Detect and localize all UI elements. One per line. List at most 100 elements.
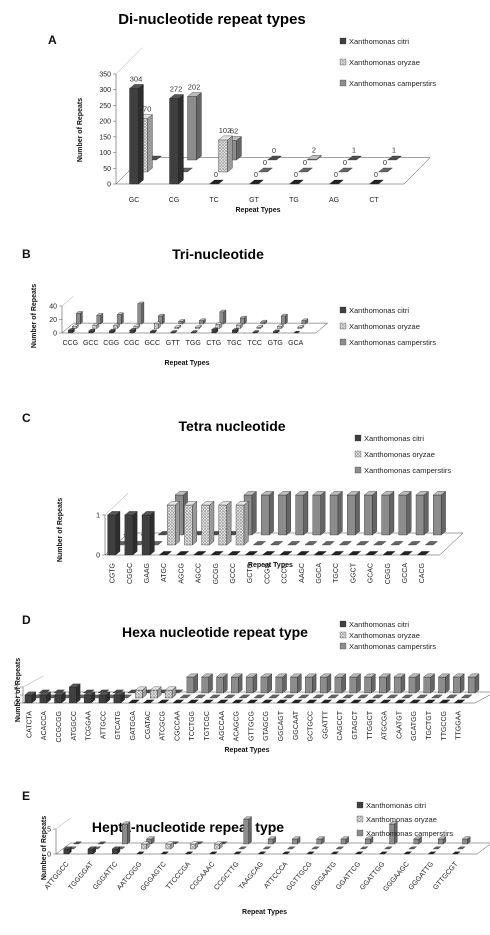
bar-d-s0-29-top bbox=[453, 699, 466, 704]
bar-b-s2-2-front bbox=[117, 314, 122, 325]
x-tick-label: AGCG bbox=[178, 563, 185, 584]
x-tick-label: CGCCAA bbox=[174, 711, 181, 741]
legend-label: Xanthomonas citri bbox=[349, 306, 409, 315]
bar-c-s2-8 bbox=[260, 491, 275, 536]
y-tick-label: 5 bbox=[47, 827, 51, 834]
bar-e-s0-5-top bbox=[184, 851, 194, 855]
bar-c-s0-1-side bbox=[132, 511, 138, 556]
bar-e-s0-4 bbox=[160, 851, 170, 855]
bar-c-s2-13 bbox=[346, 491, 361, 536]
bar-b-s1-3-front bbox=[133, 326, 138, 329]
bar-d-s2-10-cap bbox=[186, 673, 199, 678]
bar-d-s0-3 bbox=[68, 683, 81, 704]
bar-d-s2-13-front bbox=[231, 676, 239, 694]
bar-b-s0-9-cap bbox=[252, 330, 260, 333]
x-tick-label: AG bbox=[329, 197, 339, 204]
bar-b-s2-6-front bbox=[199, 320, 204, 325]
bar-d-s2-27-cap bbox=[438, 673, 450, 678]
bar-c-s2-9-cap bbox=[277, 491, 292, 496]
bar-d-s0-26-top bbox=[409, 699, 421, 704]
bar-d-s1-20 bbox=[327, 694, 340, 699]
bar-b-s2-3-cap bbox=[137, 301, 145, 304]
x-tick-label: CTG bbox=[206, 340, 221, 347]
bar-d-s2-20 bbox=[334, 673, 347, 694]
bar-a-s1-6-top bbox=[378, 167, 393, 173]
bar-d-s0-2 bbox=[54, 691, 66, 704]
bar-e-s1-13 bbox=[384, 846, 393, 850]
bar-e-s0-11 bbox=[330, 851, 340, 855]
bar-c-s1-9 bbox=[269, 541, 284, 546]
bar-b-s1-7-cap bbox=[215, 322, 223, 325]
x-axis-title: Repeat Types bbox=[165, 360, 210, 367]
bar-d-s1-9-front bbox=[164, 689, 173, 699]
bar-a-s1-2-front bbox=[218, 139, 228, 173]
x-tick-label: GAAG bbox=[144, 563, 151, 583]
bar-c-s1-6 bbox=[218, 501, 232, 546]
bar-d-s0-11 bbox=[187, 699, 199, 704]
bar-c-s0-3-top bbox=[158, 551, 173, 556]
y-tick-label: 300 bbox=[99, 87, 111, 94]
bar-c-s1-4-front bbox=[184, 504, 193, 546]
bar-b-s0-9 bbox=[252, 330, 260, 334]
bar-c-s2-10-cap bbox=[295, 491, 309, 496]
y-tick-label: 150 bbox=[99, 134, 111, 141]
bar-e-s2-15 bbox=[437, 836, 447, 845]
bar-c-s2-18-cap bbox=[432, 491, 447, 496]
bar-b-s2-7-cap bbox=[219, 309, 227, 313]
bar-c-s0-13-top bbox=[330, 551, 345, 556]
bar-e-s1-3 bbox=[141, 841, 150, 850]
bar-c-s0-6-top bbox=[210, 551, 224, 556]
bar-c-s1-7-front bbox=[235, 504, 245, 546]
legend-swatch bbox=[354, 466, 362, 474]
bar-c-s0-0-side bbox=[115, 511, 121, 556]
bar-d-s0-4-cap bbox=[83, 691, 96, 696]
bar-c-s2-12-cap bbox=[329, 491, 343, 496]
bar-d-s1-17-top bbox=[283, 694, 295, 699]
bar-b-s2-2-cap bbox=[116, 312, 124, 315]
legend-swatch bbox=[339, 620, 347, 628]
legend-swatch bbox=[339, 631, 347, 639]
bar-a-s1-6 bbox=[378, 167, 393, 173]
x-tick-label: CAGCCT bbox=[337, 710, 344, 740]
bar-c-s2-7-cap bbox=[243, 491, 257, 496]
bar-e-s2-0-top bbox=[73, 841, 82, 845]
panel-letter: A bbox=[48, 33, 57, 47]
bar-d-s2-15-front bbox=[260, 676, 269, 694]
bar-a-s0-3 bbox=[249, 179, 264, 185]
bar-d-s0-0 bbox=[24, 691, 37, 704]
bar-b-s0-8-cap bbox=[231, 328, 239, 331]
x-tick-label: GCC bbox=[83, 340, 99, 347]
bar-e-s0-2-cap bbox=[111, 846, 121, 850]
bar-a-s2-1-side bbox=[196, 92, 202, 161]
x-tick-label: GTAGCT bbox=[352, 710, 359, 739]
bar-c-s2-17-cap bbox=[415, 491, 429, 496]
legend-swatch bbox=[339, 37, 347, 45]
bar-b-s0-10-cap bbox=[272, 329, 280, 332]
bar-e-s2-12-front bbox=[365, 838, 371, 845]
bar-d-s0-1-cap bbox=[39, 691, 52, 696]
bar-c-s1-6-cap bbox=[218, 501, 232, 506]
bar-d-s1-8-cap bbox=[149, 686, 162, 691]
y-axis-depth bbox=[61, 295, 74, 307]
x-tick-label: CAATGT bbox=[396, 710, 403, 739]
legend-swatch bbox=[339, 642, 347, 650]
bar-b-s2-6 bbox=[198, 318, 206, 325]
bar-d-s0-27-top bbox=[424, 699, 436, 704]
bar-b-s1-5-cap bbox=[174, 325, 182, 328]
bar-b-s1-8-cap bbox=[235, 323, 243, 326]
bar-c-s0-8 bbox=[244, 551, 259, 556]
bar-d-s0-19-top bbox=[305, 699, 318, 704]
x-tick-label: CG bbox=[169, 197, 180, 204]
bar-d-s0-24-top bbox=[379, 699, 392, 704]
y-tick-label: 200 bbox=[99, 119, 111, 126]
x-tick-label: GC bbox=[129, 197, 140, 204]
bar-d-s0-26 bbox=[409, 699, 421, 704]
bar-d-s1-18-top bbox=[297, 694, 310, 699]
y-axis-title: Number of Repeats bbox=[57, 498, 64, 562]
bar-c-s0-2-side bbox=[149, 511, 155, 556]
bar-d-s1-26-top bbox=[416, 694, 428, 699]
bar-e-s2-16-front bbox=[462, 838, 468, 845]
bar-d-s2-20-cap bbox=[334, 673, 347, 678]
bar-c-s0-1 bbox=[124, 511, 138, 556]
bar-b-s1-5-front bbox=[174, 326, 179, 329]
